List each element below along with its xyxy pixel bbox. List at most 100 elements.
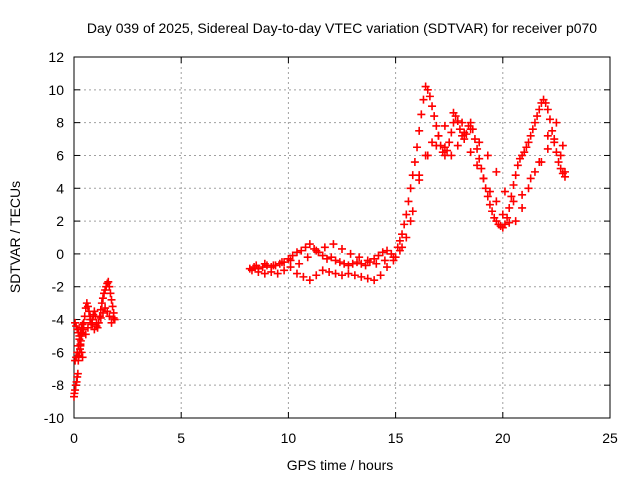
data-point — [543, 144, 552, 153]
data-point — [83, 323, 92, 332]
data-point — [432, 121, 441, 130]
data-point — [526, 174, 535, 183]
data-point — [78, 320, 87, 329]
data-point — [447, 128, 456, 137]
data-point — [380, 256, 389, 265]
plot-frame — [73, 56, 611, 419]
x-tick-label: 5 — [177, 430, 185, 446]
data-point — [108, 302, 117, 311]
data-point — [552, 118, 561, 127]
data-point — [325, 267, 334, 276]
data-point — [415, 126, 424, 135]
y-tick-label: 6 — [56, 147, 64, 163]
data-point — [398, 230, 407, 239]
grid-lines — [74, 57, 610, 418]
y-tick-label: -6 — [52, 344, 65, 360]
data-point — [475, 138, 484, 147]
data-point — [312, 271, 321, 280]
data-point — [400, 220, 409, 229]
data-point — [361, 261, 370, 270]
data-point — [105, 282, 114, 291]
data-point — [344, 269, 353, 278]
data-point — [344, 261, 353, 270]
data-point — [318, 251, 327, 260]
data-point — [277, 258, 286, 267]
data-point — [81, 330, 90, 339]
data-point — [280, 266, 289, 275]
data-point — [395, 236, 404, 245]
data-point — [458, 118, 467, 127]
data-point — [500, 220, 509, 229]
data-point — [338, 244, 346, 253]
data-point — [372, 259, 381, 268]
data-point — [331, 256, 340, 265]
data-point — [305, 276, 314, 285]
data-point — [402, 233, 411, 242]
data-point — [440, 143, 449, 152]
data-point — [247, 266, 256, 275]
data-point — [524, 184, 533, 193]
data-point — [402, 210, 411, 219]
data-point — [509, 197, 518, 206]
data-point — [406, 217, 415, 226]
y-tick-label: 10 — [48, 82, 64, 98]
data-point — [353, 258, 362, 267]
data-point — [419, 95, 428, 104]
series-2 — [245, 82, 569, 273]
data-point — [485, 187, 494, 196]
data-point — [389, 253, 398, 262]
data-point — [552, 148, 561, 157]
data-point — [398, 243, 407, 252]
data-point — [524, 138, 533, 147]
x-tick-label: 20 — [495, 430, 511, 446]
data-point — [374, 251, 383, 260]
data-point — [376, 271, 385, 280]
y-tick-label: 12 — [48, 49, 64, 65]
data-point — [560, 167, 569, 176]
data-point — [417, 110, 426, 119]
data-point — [370, 276, 379, 285]
y-tick-label: 0 — [56, 246, 64, 262]
y-tick-label: 4 — [56, 180, 64, 196]
data-point — [331, 269, 340, 278]
data-point — [449, 118, 458, 127]
data-point — [286, 256, 295, 265]
data-point — [292, 269, 301, 278]
data-point — [470, 135, 479, 144]
data-point — [500, 187, 509, 196]
data-point — [498, 210, 507, 219]
data-point — [355, 253, 364, 262]
data-point — [485, 200, 494, 209]
data-point — [357, 259, 366, 268]
data-point — [445, 138, 454, 147]
data-point — [288, 251, 297, 260]
data-point — [104, 277, 113, 286]
data-point — [513, 161, 522, 170]
data-point — [363, 274, 372, 283]
data-point — [541, 98, 550, 107]
data-point — [455, 125, 464, 134]
y-axis-ticks: -10 -8 -6 -4 -2 0 2 4 6 8 10 12 — [44, 49, 610, 426]
y-tick-label: -2 — [52, 279, 65, 295]
data-point — [556, 164, 565, 173]
data-point — [475, 154, 484, 163]
data-point — [558, 141, 567, 150]
data-point — [520, 148, 529, 157]
data-point — [473, 161, 482, 170]
data-point — [413, 143, 422, 152]
data-point — [535, 105, 544, 114]
data-point — [479, 174, 488, 183]
data-point — [425, 92, 434, 101]
data-point — [556, 151, 565, 160]
y-axis-label: SDTVAR / TECUs — [7, 181, 23, 293]
y-tick-label: -10 — [44, 410, 64, 426]
data-point — [507, 192, 516, 201]
data-point — [449, 108, 458, 117]
data-point — [260, 269, 269, 278]
data-point — [530, 167, 539, 176]
data-point — [423, 151, 432, 160]
data-point — [103, 307, 112, 316]
data-point — [357, 272, 366, 281]
y-tick-label: -4 — [52, 312, 65, 328]
